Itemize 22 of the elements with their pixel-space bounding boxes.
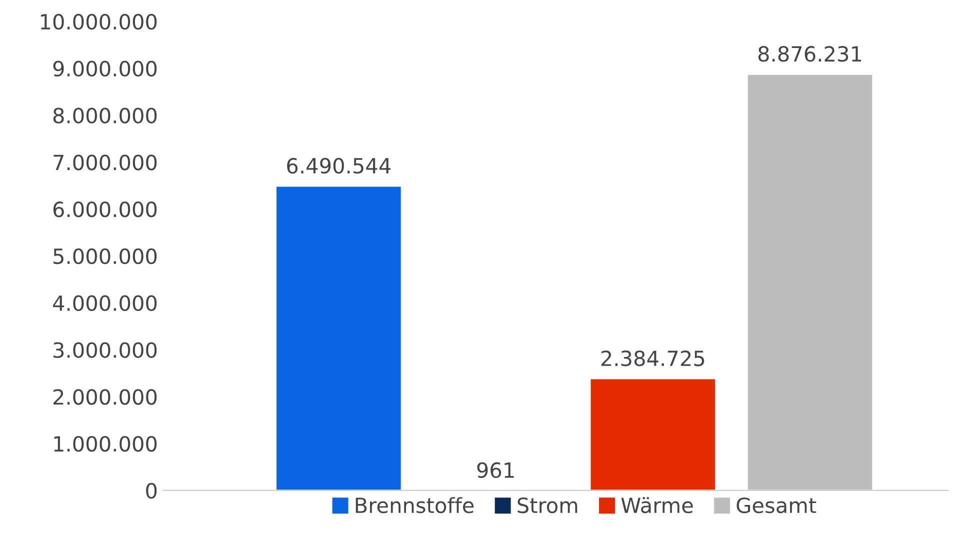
legend-label: Brennstoffe <box>356 497 474 514</box>
data-label: 8.876.231 <box>758 46 862 62</box>
y-tick-label: 5.000.000 <box>54 248 157 264</box>
legend-label: Gesamt <box>736 497 816 514</box>
y-tick-label: 6.000.000 <box>53 201 157 218</box>
y-tick-label: 10.000.000 <box>41 14 157 30</box>
y-tick-label: 3.000.000 <box>54 342 157 358</box>
bar <box>589 378 716 490</box>
legend-label: Wärme <box>621 497 693 514</box>
bar <box>275 185 402 490</box>
y-tick-label: 4.000.000 <box>52 295 157 312</box>
y-tick-label: 1.000.000 <box>54 436 157 452</box>
y-tick-label: 8.000.000 <box>53 108 157 124</box>
data-label: 961 <box>477 462 514 478</box>
bar <box>746 73 874 490</box>
y-tick-label: 7.000.000 <box>54 154 157 170</box>
y-tick-label: 9.000.000 <box>53 60 157 77</box>
data-label: 2.384.725 <box>601 350 704 366</box>
y-tick-label: 2.000.000 <box>53 389 157 405</box>
legend-label: Strom <box>518 497 578 514</box>
y-tick-label: 0 <box>146 482 157 499</box>
data-label: 6.490.544 <box>287 158 391 174</box>
